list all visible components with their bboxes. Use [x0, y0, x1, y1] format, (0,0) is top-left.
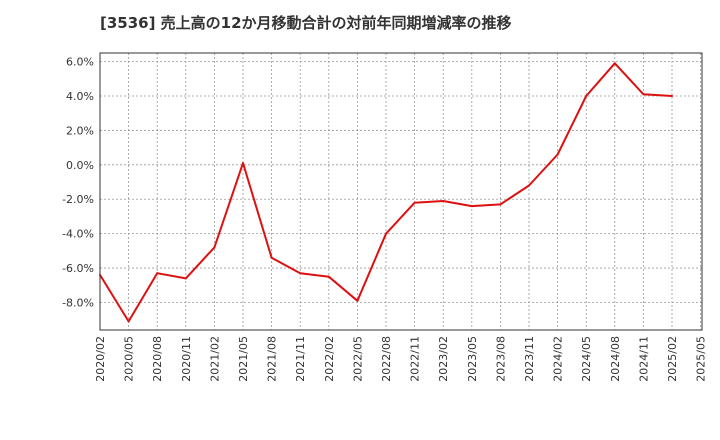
x-tick-label: 2021/05: [237, 336, 250, 382]
y-tick-label: -4.0%: [62, 228, 94, 241]
x-tick-label: 2021/08: [266, 336, 279, 382]
x-tick-label: 2020/02: [94, 336, 107, 382]
y-tick-label: 2.0%: [66, 124, 94, 137]
data-point: [127, 320, 130, 323]
x-tick-label: 2022/08: [380, 336, 393, 382]
x-tick-label: 2022/05: [351, 336, 364, 382]
data-point: [585, 95, 588, 98]
x-tick-label: 2023/08: [494, 336, 507, 382]
data-point: [356, 299, 359, 302]
data-point: [270, 256, 273, 259]
x-axis: 2020/02 2020/05 2020/08 2020/11 2021/02 2021/…: [94, 336, 708, 382]
data-point: [671, 95, 673, 98]
x-tick-label: 2022/11: [409, 336, 422, 382]
data-point: [299, 272, 302, 275]
y-axis: 6.0% 4.0% 2.0% 0.0% -2.0% -4.0% -6.0% -8.0%: [62, 56, 94, 310]
x-tick-label: 2025/05: [695, 336, 708, 382]
x-tick-label: 2020/05: [123, 336, 136, 382]
x-tick-label: 2022/02: [323, 336, 336, 382]
x-tick-label: 2023/11: [523, 336, 536, 382]
y-tick-label: 4.0%: [66, 90, 94, 103]
data-point: [470, 205, 473, 208]
x-tick-label: 2021/11: [294, 336, 307, 382]
data-point: [442, 199, 445, 202]
data-point: [613, 62, 616, 65]
y-tick-label: 0.0%: [66, 159, 94, 172]
grid-lines: [99, 53, 702, 330]
data-point: [556, 153, 559, 156]
data-point: [642, 93, 645, 96]
data-point: [184, 277, 187, 280]
x-tick-label: 2025/02: [666, 336, 679, 382]
chart-title: [3536] 売上高の12か月移動合計の対前年同期増減率の推移: [100, 14, 512, 32]
data-point: [156, 272, 159, 275]
y-tick-label: 6.0%: [66, 56, 94, 69]
y-tick-label: -6.0%: [62, 262, 94, 275]
data-point: [413, 201, 416, 204]
x-tick-label: 2023/05: [466, 336, 479, 382]
y-tick-label: -8.0%: [62, 296, 94, 309]
data-point: [213, 246, 216, 249]
x-tick-label: 2020/08: [151, 336, 164, 382]
data-point: [499, 203, 502, 206]
data-point: [528, 184, 530, 187]
x-tick-label: 2023/02: [437, 336, 450, 382]
x-tick-label: 2021/02: [208, 336, 221, 382]
x-tick-label: 2024/11: [637, 336, 650, 382]
x-tick-label: 2020/11: [180, 336, 193, 382]
data-point: [385, 232, 387, 235]
x-tick-label: 2024/05: [580, 336, 593, 382]
data-point: [327, 275, 330, 278]
plot-frame: [99, 52, 703, 331]
x-tick-label: 2024/08: [609, 336, 622, 382]
y-tick-label: -2.0%: [62, 193, 94, 206]
data-point: [242, 162, 244, 165]
x-tick-label: 2024/02: [552, 336, 565, 382]
